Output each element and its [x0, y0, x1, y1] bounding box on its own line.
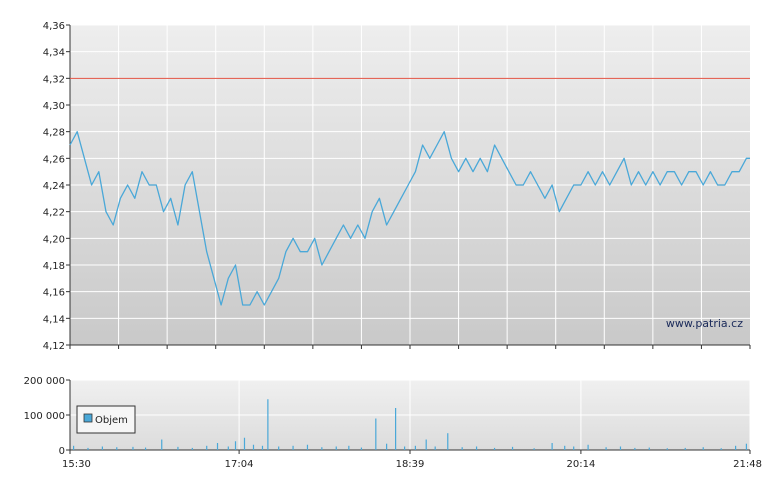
- price-y-tick-label: 4,18: [43, 261, 65, 272]
- price-series-line: [69, 131, 750, 306]
- volume-y-tick-label: 0: [59, 446, 65, 457]
- price-y-tick-label: 4,32: [43, 74, 65, 85]
- volume-legend: Objem: [76, 405, 136, 434]
- price-y-tick-label: 4,30: [43, 101, 65, 112]
- x-tick-label: 21:48: [733, 459, 762, 470]
- price-y-tick-label: 4,24: [43, 181, 65, 192]
- price-y-tick-label: 4,16: [43, 288, 65, 299]
- price-y-tick-label: 4,34: [43, 48, 65, 59]
- x-tick-label: 18:39: [396, 459, 425, 470]
- price-y-tick-label: 4,20: [43, 234, 65, 245]
- volume-x-axis: 15:30 17:04 18:39 20:14 21:48: [62, 450, 762, 470]
- price-y-tick-label: 4,14: [43, 314, 65, 325]
- price-y-tick-label: 4,26: [43, 154, 65, 165]
- legend-label: Objem: [95, 415, 128, 426]
- volume-bars: [72, 399, 748, 450]
- legend-swatch: [83, 413, 93, 423]
- legend-box: [76, 405, 136, 434]
- volume-y-tick-label: 100 000: [24, 411, 65, 422]
- price-y-tick-label: 4,28: [43, 128, 65, 139]
- price-y-tick-label: 4,22: [43, 208, 65, 219]
- volume-y-tick-label: 200 000: [24, 376, 65, 387]
- x-tick-label: 17:04: [225, 459, 254, 470]
- price-grid: [70, 24, 750, 346]
- price-x-tick-marks: [69, 345, 751, 349]
- price-y-tick-label: 4,12: [43, 341, 65, 352]
- price-y-tick-label: 4,36: [43, 21, 65, 32]
- x-tick-label: 20:14: [566, 459, 595, 470]
- watermark: www.patria.cz: [666, 317, 743, 330]
- price-line-group: [69, 131, 750, 306]
- x-tick-label: 15:30: [62, 459, 91, 470]
